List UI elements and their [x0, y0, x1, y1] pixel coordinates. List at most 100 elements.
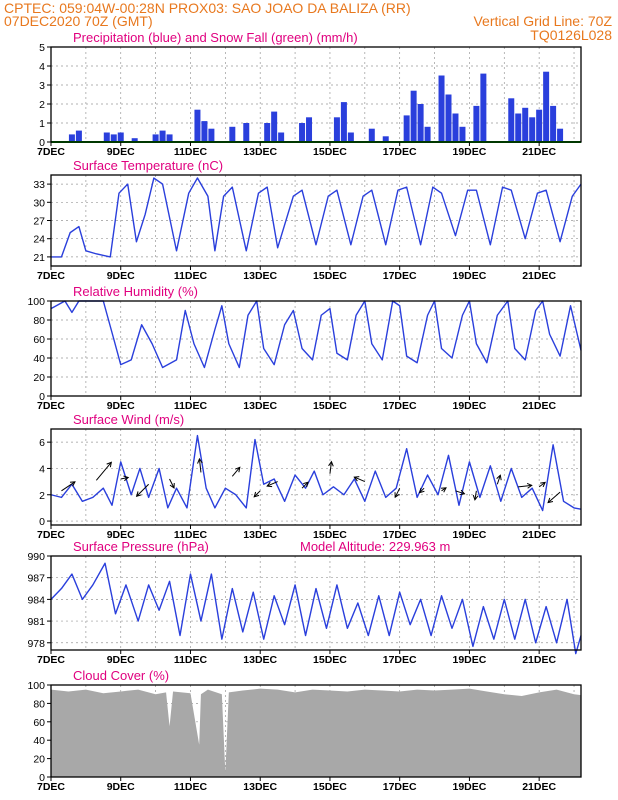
wind-vector	[455, 490, 465, 495]
wind-vector-head	[547, 497, 554, 504]
header-model-id: TQ0126L028	[530, 27, 612, 43]
precip-bar	[243, 123, 250, 142]
wind-vector	[301, 481, 309, 489]
y-tick-label: 100	[27, 680, 45, 692]
y-tick-label: 24	[33, 234, 45, 246]
temperature-line	[51, 177, 582, 258]
x-tick-label: 17DEC	[383, 146, 417, 158]
precip-bar	[166, 134, 173, 142]
x-tick-label: 7DEC	[37, 146, 65, 158]
wind-vector-head	[197, 457, 203, 464]
precip-bar	[208, 128, 215, 142]
x-tick-label: 7DEC	[37, 529, 65, 541]
wind-vector	[136, 483, 149, 497]
x-tick-label: 13DEC	[243, 146, 277, 158]
x-tick-label: 13DEC	[243, 654, 277, 666]
precip-bar	[445, 94, 452, 142]
x-tick-label: 11DEC	[174, 529, 208, 541]
wind-vector	[354, 476, 366, 483]
y-tick-label: 0	[39, 137, 45, 149]
x-tick-label: 19DEC	[452, 781, 486, 793]
y-tick-label: 100	[27, 296, 45, 308]
wind-vector	[61, 481, 76, 492]
x-tick-label: 17DEC	[383, 781, 417, 793]
y-tick-label: 990	[27, 551, 45, 563]
wind-vector-head	[526, 483, 533, 489]
wind-vector	[474, 490, 477, 500]
precip-bar	[550, 105, 557, 142]
x-tick-label: 21DEC	[522, 654, 556, 666]
wind-vector-head	[69, 481, 76, 487]
x-tick-label: 9DEC	[107, 146, 135, 158]
x-tick-label: 21DEC	[522, 146, 556, 158]
x-tick-label: 9DEC	[107, 781, 135, 793]
x-tick-label: 15DEC	[313, 146, 347, 158]
x-tick-label: 7DEC	[37, 781, 65, 793]
precip-bar	[110, 134, 117, 142]
y-tick-label: 4	[39, 463, 45, 475]
x-tick-label: 7DEC	[37, 654, 65, 666]
precip-bar	[522, 107, 529, 142]
y-tick-label: 80	[33, 698, 45, 710]
y-tick-label: 5	[39, 42, 45, 54]
wind-vector	[329, 461, 332, 474]
wind-vector-head	[353, 476, 360, 482]
precip-bar	[424, 126, 431, 142]
wind-vector	[120, 476, 129, 480]
header-station: CPTEC: 059:04W-00:28N PROX03: SAO JOAO D…	[4, 0, 411, 16]
precip-bar	[410, 90, 417, 142]
wind-vector-head	[441, 487, 447, 493]
wind-vector-head	[472, 494, 479, 501]
precip-bar	[333, 117, 340, 142]
x-tick-label: 17DEC	[383, 654, 417, 666]
x-tick-label: 21DEC	[522, 270, 556, 282]
y-tick-label: 30	[33, 197, 45, 209]
wind-vector	[169, 478, 175, 489]
x-tick-label: 7DEC	[37, 400, 65, 412]
precip-bar	[557, 128, 564, 142]
precip-bar	[529, 117, 536, 142]
x-tick-label: 19DEC	[452, 529, 486, 541]
precip-bar	[68, 134, 75, 142]
panel-frame	[50, 174, 582, 267]
wind-vector	[231, 467, 241, 477]
x-tick-label: 7DEC	[37, 270, 65, 282]
panel-title: Surface Pressure (hPa)	[73, 539, 209, 554]
x-tick-label: 13DEC	[243, 781, 277, 793]
wind-vector-head	[328, 460, 334, 467]
x-tick-label: 19DEC	[452, 146, 486, 158]
x-tick-label: 13DEC	[243, 529, 277, 541]
wind-vector-head	[253, 491, 260, 498]
panel-title: Relative Humidity (%)	[73, 284, 198, 299]
precip-bar	[299, 123, 306, 142]
panel-frame	[50, 684, 582, 778]
panel-title: Surface Wind (m/s)	[73, 412, 184, 427]
header-datetime: 07DEC2020 70Z (GMT)	[4, 13, 153, 29]
precip-bar	[417, 104, 424, 142]
x-tick-label: 17DEC	[383, 270, 417, 282]
wind-vector-head	[169, 482, 175, 489]
precip-bar	[271, 111, 278, 142]
x-tick-label: 11DEC	[174, 654, 208, 666]
y-tick-label: 0	[39, 516, 45, 528]
x-tick-label: 19DEC	[452, 270, 486, 282]
panel-subtitle: Model Altitude: 229.963 m	[300, 539, 450, 554]
precip-bar	[194, 109, 201, 142]
x-tick-label: 19DEC	[452, 654, 486, 666]
precip-bar	[473, 105, 480, 142]
precip-bar	[515, 113, 522, 142]
wind-vector-head	[303, 481, 309, 488]
y-tick-label: 2	[39, 490, 45, 502]
wind-vector	[547, 491, 561, 503]
wind-vector-head	[496, 474, 502, 481]
panel-frame	[50, 555, 582, 651]
wind-vector-head	[123, 475, 130, 482]
precip-bar	[480, 73, 487, 142]
x-tick-label: 21DEC	[522, 529, 556, 541]
x-tick-label: 15DEC	[313, 270, 347, 282]
wind-vector	[518, 484, 532, 488]
humidity-line	[50, 300, 582, 369]
precip-bar	[452, 113, 459, 142]
precip-bar	[403, 115, 410, 142]
